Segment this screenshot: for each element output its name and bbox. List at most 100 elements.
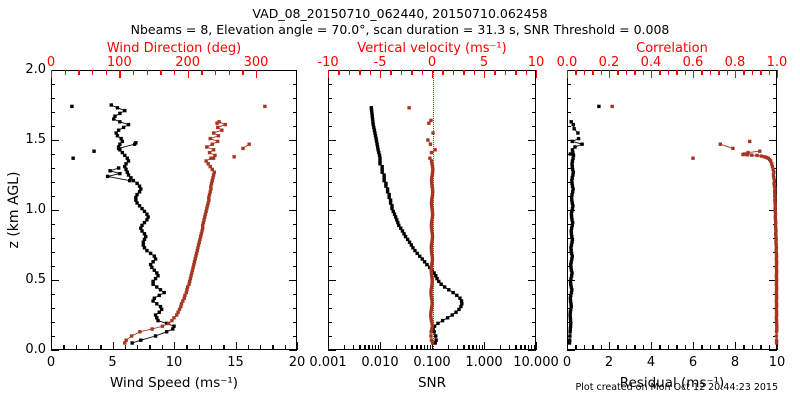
top-tick-p3 <box>768 70 770 75</box>
bottom-tick-p2 <box>468 345 470 350</box>
bottom-tick-p1 <box>51 342 53 350</box>
top-tick-p1 <box>119 70 121 78</box>
y-tick <box>51 126 55 128</box>
top-axis-title-p3: Correlation <box>636 41 708 56</box>
y-tick <box>773 182 777 184</box>
bottom-tick-label-p1: 10 <box>165 355 183 370</box>
bottom-tick-p2 <box>374 345 377 350</box>
y-tick <box>532 154 536 156</box>
y-tick <box>51 112 55 114</box>
top-tick-p2 <box>515 70 517 75</box>
y-tick <box>51 336 55 338</box>
y-tick <box>567 126 571 128</box>
y-tick <box>293 224 297 226</box>
top-tick-p1 <box>146 70 149 75</box>
bottom-tick-p2 <box>416 345 418 350</box>
y-tick <box>293 238 297 240</box>
y-tick <box>532 266 536 268</box>
top-tick-p2 <box>328 70 330 78</box>
y-tick <box>289 210 297 212</box>
bottom-tick-p3 <box>718 345 720 350</box>
bottom-tick-p3 <box>567 342 569 350</box>
y-tick <box>328 112 332 114</box>
bottom-tick-p2 <box>432 342 434 350</box>
figure-title-line1: VAD_08_20150710_062440, 20150710.062458 <box>252 6 548 21</box>
bottom-tick-p2 <box>475 345 478 350</box>
bottom-tick-p2 <box>527 345 530 350</box>
bottom-tick-p1 <box>75 345 77 350</box>
bottom-tick-p1 <box>112 342 114 350</box>
y-tick <box>532 224 536 226</box>
y-tick <box>51 350 59 352</box>
y-tick <box>328 336 332 338</box>
bottom-tick-p1 <box>284 345 287 350</box>
top-tick-label-p2: -5 <box>373 55 387 70</box>
bottom-tick-p3 <box>625 345 628 350</box>
bottom-tick-label-p2: 0.010 <box>361 355 399 370</box>
y-axis-label: z (km AGL) <box>6 171 22 249</box>
bottom-tick-p2 <box>472 345 474 350</box>
bottom-tick-p1 <box>210 345 213 350</box>
bottom-tick-label-p3: 2 <box>604 355 614 370</box>
top-tick-p2 <box>390 70 392 75</box>
bottom-tick-p3 <box>777 342 779 350</box>
top-tick-p2 <box>421 70 423 75</box>
bottom-tick-p2 <box>478 345 481 350</box>
y-tick <box>51 168 55 170</box>
y-tick <box>328 126 332 128</box>
top-tick-p1 <box>64 70 67 75</box>
y-tick <box>289 280 297 282</box>
y-tick <box>532 98 536 100</box>
bottom-tick-p2 <box>484 342 486 350</box>
bottom-tick-p2 <box>371 345 374 350</box>
bottom-tick-p3 <box>583 345 586 350</box>
bottom-tick-p3 <box>659 345 661 350</box>
top-tick-p3 <box>567 70 569 78</box>
y-tick <box>51 140 59 142</box>
bottom-tick-p2 <box>352 345 355 350</box>
y-tick <box>293 294 297 296</box>
y-tick <box>528 140 536 142</box>
top-tick-p1 <box>160 70 162 75</box>
top-tick-label-p3: 0.6 <box>682 55 704 70</box>
y-tick <box>769 350 777 352</box>
bottom-tick-p3 <box>743 345 745 350</box>
y-tick <box>293 154 297 156</box>
bottom-tick-p2 <box>359 345 361 350</box>
top-tick-label-p1: 200 <box>175 55 201 70</box>
y-tick <box>773 196 777 198</box>
top-tick-label-p3: 0.2 <box>598 55 620 70</box>
bottom-tick-p2 <box>420 345 422 350</box>
y-tick <box>773 168 777 170</box>
top-tick-p3 <box>583 70 586 75</box>
y-tick <box>328 224 332 226</box>
bottom-tick-p1 <box>124 345 127 350</box>
bottom-tick-p2 <box>429 345 431 350</box>
bottom-tick-p1 <box>174 342 176 350</box>
top-tick-label-p1: 100 <box>106 55 132 70</box>
bottom-tick-label-p3: 0 <box>562 355 572 370</box>
top-tick-label-p3: 0.0 <box>556 55 578 70</box>
bottom-tick-p3 <box>760 345 762 350</box>
y-tick <box>293 182 297 184</box>
bottom-tick-p3 <box>592 345 594 350</box>
y-tick <box>528 70 536 72</box>
bottom-tick-p1 <box>149 345 151 350</box>
y-tick <box>567 98 571 100</box>
plot-creation-credit: Plot created on Mon Oct 12 20:44:23 2015 <box>575 382 778 393</box>
y-tick <box>51 238 55 240</box>
y-tick <box>51 154 55 156</box>
y-tick <box>528 210 536 212</box>
bottom-tick-p1 <box>297 342 299 350</box>
y-tick <box>293 308 297 310</box>
y-tick <box>328 266 332 268</box>
top-tick-p3 <box>617 70 619 75</box>
y-tick-label: 2.0 <box>25 62 46 77</box>
y-tick <box>289 350 297 352</box>
y-tick <box>567 280 575 282</box>
y-tick <box>328 350 336 352</box>
top-tick-label-p1: 300 <box>243 55 269 70</box>
top-tick-p3 <box>676 70 678 75</box>
bottom-tick-p2 <box>508 345 511 350</box>
